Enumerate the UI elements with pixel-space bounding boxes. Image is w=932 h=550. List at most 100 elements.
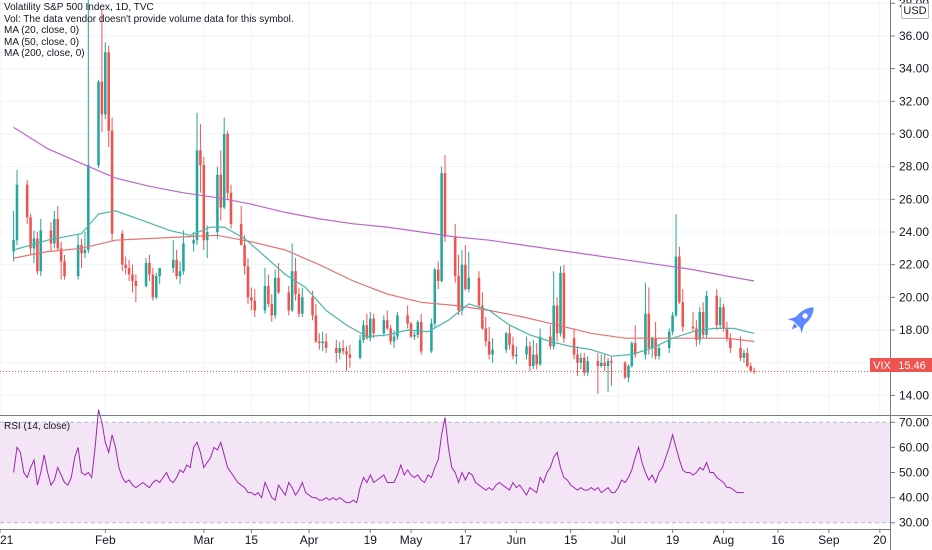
legend-ma50[interactable]: MA (50, close, 0) bbox=[4, 36, 80, 48]
candle bbox=[246, 258, 250, 304]
time-axis[interactable]: 2021 Feb Mar 15 Apr 19 May 17 Jun 15 Jul 19 Aug 16 Sep… bbox=[0, 529, 887, 547]
candle bbox=[562, 264, 566, 344]
candle-body bbox=[39, 230, 43, 272]
candle-body bbox=[80, 245, 83, 254]
candle bbox=[739, 336, 742, 362]
candle-body bbox=[15, 184, 19, 241]
candle-body bbox=[433, 269, 437, 324]
rsi-line bbox=[13, 409, 744, 504]
candle-body bbox=[681, 302, 685, 327]
candle bbox=[389, 325, 392, 345]
candle bbox=[433, 267, 437, 327]
candle bbox=[599, 354, 603, 368]
candle-body bbox=[647, 313, 651, 349]
candle bbox=[647, 287, 651, 355]
candle-body bbox=[725, 328, 729, 339]
candle bbox=[158, 267, 161, 285]
candle bbox=[603, 354, 606, 371]
candle bbox=[219, 150, 223, 221]
candle-body bbox=[324, 341, 328, 349]
candle-body bbox=[338, 348, 341, 353]
candle bbox=[654, 321, 657, 360]
candle bbox=[549, 325, 552, 350]
price-badge: 15.46 bbox=[898, 360, 926, 372]
candle-body bbox=[576, 354, 579, 363]
price-tick-label: 14.00 bbox=[899, 388, 929, 402]
candle-body bbox=[107, 52, 110, 131]
currency-label[interactable]: USD bbox=[901, 3, 929, 19]
legend-ma200[interactable]: MA (200, close, 0) bbox=[4, 48, 85, 59]
candle bbox=[535, 343, 538, 370]
candle bbox=[538, 328, 542, 366]
candle-body bbox=[314, 315, 318, 342]
candle bbox=[385, 310, 389, 331]
candle-body bbox=[633, 343, 637, 355]
price-axis[interactable]: 14.0016.0018.0020.0022.0024.0026.0028.00… bbox=[890, 0, 929, 402]
candle bbox=[222, 117, 226, 210]
price-tick-label: 26.00 bbox=[899, 192, 929, 206]
time-tick-label: 19 bbox=[666, 533, 680, 547]
legend-ma20[interactable]: MA (20, close, 0) bbox=[4, 25, 80, 36]
candle-body bbox=[148, 263, 151, 275]
price-tick-label: 34.00 bbox=[899, 62, 929, 76]
last-price-badge[interactable]: VIX 15.46 bbox=[870, 358, 932, 372]
candle-body bbox=[226, 133, 229, 193]
candle-body bbox=[171, 259, 175, 268]
candle-body bbox=[63, 261, 66, 277]
candle-body bbox=[599, 362, 603, 366]
candle-body bbox=[552, 305, 555, 347]
candle bbox=[25, 179, 29, 224]
candle bbox=[362, 320, 365, 344]
chart-legend: Volatility S&P 500 Index, 1D, TVC Vol: T… bbox=[4, 2, 294, 60]
candle bbox=[216, 166, 219, 239]
candle-body bbox=[528, 346, 532, 366]
time-tick-label: May bbox=[400, 533, 423, 547]
candle-body bbox=[718, 307, 722, 326]
candle-body bbox=[345, 351, 348, 355]
candle bbox=[555, 297, 559, 342]
candle bbox=[83, 232, 87, 259]
candle-body bbox=[87, 165, 90, 250]
candle-body bbox=[59, 248, 63, 262]
candle bbox=[436, 261, 440, 290]
candle bbox=[205, 225, 209, 259]
time-tick-label: Apr bbox=[300, 533, 319, 547]
candle bbox=[644, 282, 647, 360]
candle-body bbox=[294, 271, 297, 295]
rsi-axis[interactable]: 30.00 40.00 50.00 60.00 70.00 bbox=[890, 415, 929, 530]
candle bbox=[154, 272, 158, 299]
candle bbox=[314, 303, 318, 344]
candle-body bbox=[321, 341, 324, 344]
candle-body bbox=[199, 150, 202, 166]
candle-body bbox=[691, 326, 695, 329]
candle-body bbox=[481, 305, 484, 329]
candle-body bbox=[273, 277, 277, 316]
candle bbox=[467, 251, 471, 293]
candle-body bbox=[722, 307, 725, 329]
candle bbox=[287, 285, 291, 316]
candle-body bbox=[83, 249, 87, 254]
price-tick-label: 22.00 bbox=[899, 258, 929, 272]
candle-body bbox=[419, 321, 423, 352]
candle-body bbox=[287, 292, 291, 311]
candle bbox=[294, 258, 297, 301]
candle-body bbox=[301, 297, 304, 314]
candle bbox=[627, 364, 630, 383]
rsi-tick-label: 40.00 bbox=[899, 491, 929, 505]
candle bbox=[290, 243, 294, 313]
candle bbox=[671, 312, 674, 335]
legend-title[interactable]: Volatility S&P 500 Index, 1D, TVC bbox=[4, 2, 154, 13]
candle-body bbox=[385, 320, 389, 329]
candle-body bbox=[515, 354, 518, 357]
rsi-legend[interactable]: RSI (14, close) bbox=[4, 421, 71, 432]
candle bbox=[368, 312, 372, 342]
candle bbox=[301, 287, 304, 317]
candle-body bbox=[752, 370, 756, 372]
candle bbox=[151, 267, 155, 301]
rocket-icon[interactable] bbox=[785, 300, 821, 336]
candle-body bbox=[715, 295, 719, 326]
candle bbox=[338, 341, 341, 360]
candle bbox=[171, 240, 175, 273]
candle bbox=[372, 313, 375, 339]
